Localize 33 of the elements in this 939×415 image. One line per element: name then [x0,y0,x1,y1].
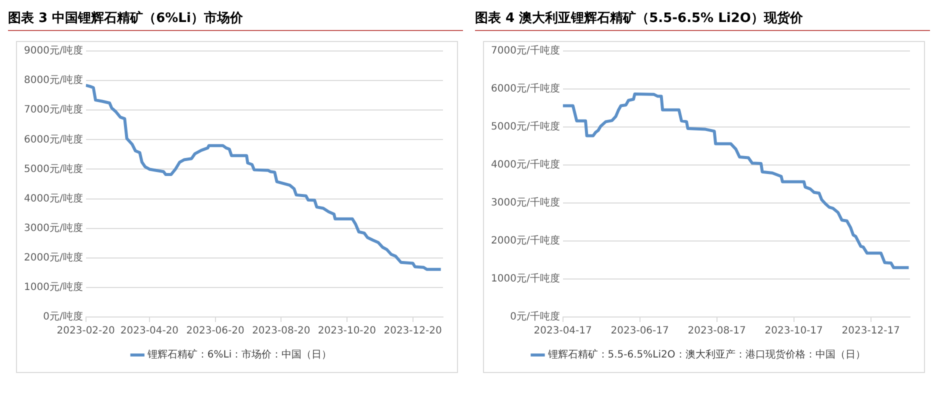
y-tick-label: 6000元/吨度 [24,133,83,146]
y-tick-label: 3000元/千吨度 [490,196,560,209]
x-tick-label: 2023-04-17 [534,326,592,337]
x-tick-label: 2023-12-20 [384,326,442,337]
x-tick-label: 2023-10-17 [764,326,823,337]
x-tick-label: 2023-04-20 [120,326,179,337]
chart-title: 图表 4 澳大利亚锂辉石精矿（5.5-6.5% Li2O）现货价 [475,10,804,28]
y-tick-label: 2000元/千吨度 [490,234,560,247]
x-tick-label: 2023-06-20 [186,326,244,337]
y-tick-label: 5000元/吨度 [24,162,83,175]
x-tick-label: 2023-08-20 [252,326,310,337]
x-tick-label: 2023-06-17 [610,326,669,337]
y-tick-label: 8000元/吨度 [24,74,83,86]
y-tick-label: 4000元/吨度 [24,192,83,204]
y-tick-label: 0元/千吨度 [510,310,560,323]
y-tick-label: 6000元/千吨度 [490,82,560,95]
x-tick-label: 2023-02-20 [56,326,115,337]
y-tick-label: 2000元/吨度 [24,251,83,264]
y-tick-label: 7000元/千吨度 [490,44,560,57]
y-tick-label: 4000元/千吨度 [490,158,560,171]
x-tick-label: 2023-08-17 [688,326,746,337]
y-tick-label: 1000元/千吨度 [490,272,560,285]
y-tick-label: 0元/吨度 [43,310,83,323]
x-tick-label: 2023-10-20 [318,326,376,337]
x-tick-label: 2023-12-17 [842,326,900,337]
y-tick-label: 7000元/吨度 [24,104,83,116]
chart-title: 图表 3 中国锂辉石精矿（6%Li）市场价 [8,10,244,28]
y-tick-label: 5000元/千吨度 [490,120,560,133]
legend-label: 锂辉石精矿：5.5-6.5%Li2O：澳大利亚产：港口现货价格：中国（日） [546,348,866,361]
legend-label: 锂辉石精矿：6%Li：市场价：中国（日） [146,348,332,361]
y-tick-label: 1000元/吨度 [24,281,83,294]
y-tick-label: 3000元/吨度 [24,222,83,234]
y-tick-label: 9000元/吨度 [24,44,83,57]
